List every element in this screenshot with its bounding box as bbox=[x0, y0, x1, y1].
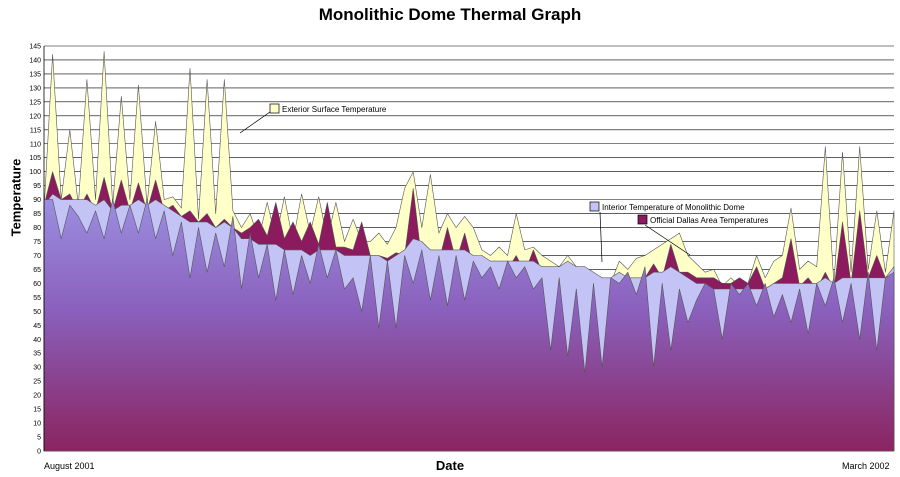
y-tick-label: 115 bbox=[30, 127, 41, 134]
y-tick-label: 105 bbox=[29, 155, 41, 162]
y-tick-label: 80 bbox=[33, 225, 41, 232]
y-axis: 0 5 10 15 20 25 30 35 40 45 50 55 60 65 70 75 80 85 90 95 10… bbox=[29, 44, 45, 456]
x-axis-label: Date bbox=[435, 458, 465, 473]
y-tick-label: 110 bbox=[30, 141, 41, 148]
legend-label: Official Dallas Area Temperatures bbox=[650, 216, 768, 225]
y-tick-label: 0 bbox=[37, 449, 41, 456]
y-tick-label: 20 bbox=[33, 393, 41, 400]
legend-swatch bbox=[269, 103, 280, 114]
y-tick-label: 70 bbox=[33, 253, 41, 260]
y-tick-label: 120 bbox=[29, 113, 41, 120]
y-tick-label: 35 bbox=[33, 351, 41, 358]
legend-leader-line bbox=[599, 211, 603, 263]
y-tick-label: 40 bbox=[33, 337, 41, 344]
y-tick-label: 25 bbox=[33, 379, 41, 386]
legend-label: Exterior Surface Temperature bbox=[282, 105, 387, 114]
y-tick-label: 90 bbox=[33, 197, 41, 204]
y-tick-label: 140 bbox=[29, 57, 41, 64]
legend: Exterior Surface Temperature Interior Tem… bbox=[239, 103, 768, 263]
y-tick-label: 95 bbox=[33, 183, 41, 190]
x-start-label: August 2001 bbox=[44, 461, 95, 471]
y-tick-label: 75 bbox=[33, 239, 41, 246]
chart-title: Monolithic Dome Thermal Graph bbox=[318, 5, 582, 24]
y-tick-label: 50 bbox=[33, 309, 41, 316]
legend-leader-line bbox=[239, 111, 271, 134]
y-tick-label: 145 bbox=[29, 44, 41, 51]
series-lower-envelope bbox=[43, 199, 895, 452]
y-tick-label: 55 bbox=[33, 295, 41, 302]
y-tick-label: 65 bbox=[33, 267, 41, 274]
legend-label: Interior Temperature of Monolithic Dome bbox=[602, 203, 745, 212]
y-tick-label: 100 bbox=[29, 169, 41, 176]
y-tick-label: 130 bbox=[29, 85, 41, 92]
y-tick-label: 15 bbox=[33, 407, 41, 414]
area-series bbox=[43, 51, 895, 452]
y-tick-label: 45 bbox=[33, 323, 41, 330]
y-tick-label: 10 bbox=[33, 421, 41, 428]
y-tick-label: 135 bbox=[29, 71, 41, 78]
legend-swatch bbox=[637, 214, 648, 225]
y-tick-label: 60 bbox=[33, 281, 41, 288]
legend-swatch bbox=[589, 201, 600, 212]
y-tick-label: 5 bbox=[37, 435, 41, 442]
legend-leader-line bbox=[644, 224, 691, 256]
y-tick-label: 85 bbox=[33, 211, 41, 218]
y-tick-label: 30 bbox=[33, 365, 41, 372]
y-tick-label: 125 bbox=[29, 99, 41, 106]
x-end-label: March 2002 bbox=[842, 461, 890, 471]
